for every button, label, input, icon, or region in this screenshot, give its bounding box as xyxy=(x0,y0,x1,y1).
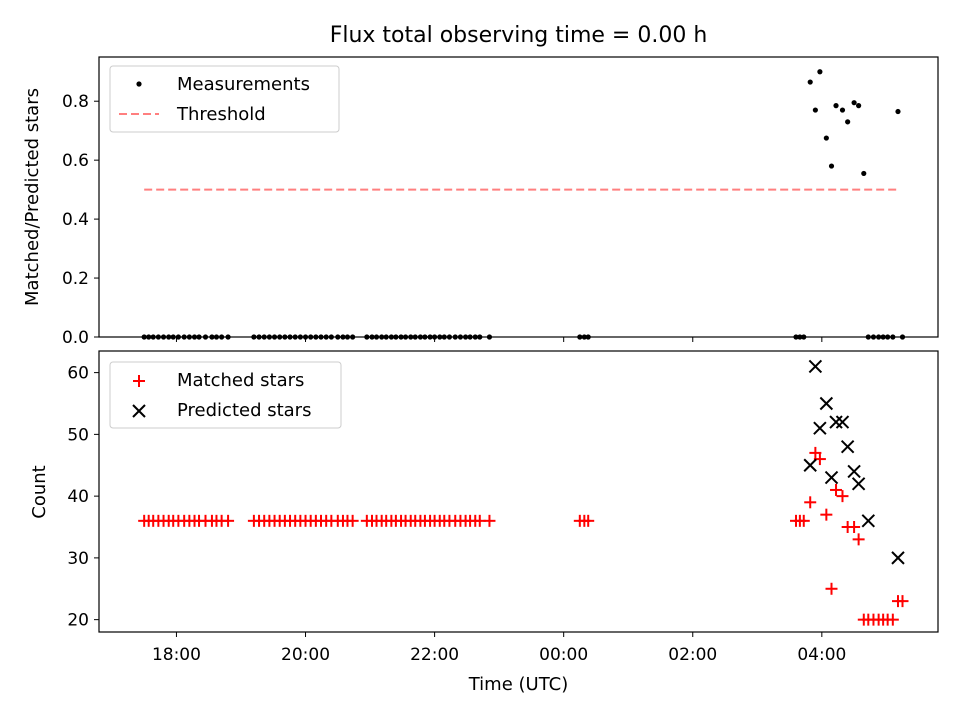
matched-star-point xyxy=(222,514,235,527)
predicted-star-point xyxy=(803,458,817,472)
top-plot-marks xyxy=(141,69,906,340)
predicted-star-point xyxy=(829,415,843,429)
top-axis-ticks: 0.0 0.2 0.4 0.6 0.8 xyxy=(62,92,823,348)
matched-star-point xyxy=(582,514,595,527)
bottom-xtick-label: 02:00 xyxy=(668,645,717,665)
chart-title: Flux total observing time = 0.00 h xyxy=(330,23,708,48)
matched-star-point xyxy=(836,490,849,503)
matched-star-point xyxy=(820,508,833,521)
bottom-panel: 20 30 40 50 60 18:00 20:00 22:00 00:00 02:00 04:00… xyxy=(29,350,939,695)
top-legend: Measurements Threshold xyxy=(109,65,340,133)
predicted-star-point xyxy=(840,440,855,454)
legend-matched-marker xyxy=(133,375,145,387)
bottom-legend: Matched stars Predicted stars xyxy=(109,361,342,429)
predicted-star-point xyxy=(813,421,827,435)
bottom-axes-frame xyxy=(98,350,939,633)
bottom-ytick-label: 20 xyxy=(67,611,89,631)
measurement-point xyxy=(845,119,851,125)
measurement-point xyxy=(807,79,813,85)
predicted-star-point xyxy=(808,359,823,374)
predicted-star-point xyxy=(824,470,839,485)
bottom-legend-box xyxy=(109,361,342,429)
matched-star-point xyxy=(825,582,838,595)
measurement-point xyxy=(828,163,835,169)
matched-star-point xyxy=(886,613,899,626)
legend-measurements-label: Measurements xyxy=(177,74,310,95)
bottom-ytick-label: 30 xyxy=(67,549,89,569)
matched-star-point xyxy=(804,496,817,509)
matched-star-point xyxy=(852,533,865,546)
legend-measurements-marker xyxy=(136,81,142,87)
bottom-xtick-label: 20:00 xyxy=(281,645,330,665)
bottom-ytick-label: 50 xyxy=(67,425,89,445)
predicted-star-point xyxy=(861,514,876,528)
legend-predicted-marker xyxy=(132,404,146,418)
measurement-point xyxy=(861,170,867,177)
legend-matched-label: Matched stars xyxy=(177,370,304,391)
top-ytick-label: 0.0 xyxy=(62,328,89,348)
predicted-star-point xyxy=(835,415,850,429)
top-ytick-label: 0.2 xyxy=(62,269,89,289)
bottom-axis-ticks: 20 30 40 50 60 18:00 20:00 22:00 00:00 02:00 04:00 xyxy=(67,364,846,665)
top-ytick-label: 0.8 xyxy=(62,92,89,112)
top-ytick-label: 0.6 xyxy=(62,151,89,171)
bottom-xtick-label: 22:00 xyxy=(410,645,459,665)
predicted-star-point xyxy=(891,551,905,565)
bottom-plot-marks xyxy=(138,359,909,626)
legend-threshold-label: Threshold xyxy=(176,104,266,125)
matched-star-point xyxy=(483,514,496,527)
measurement-point xyxy=(839,107,846,113)
matched-star-point xyxy=(830,483,843,496)
top-legend-box xyxy=(109,65,340,133)
matched-star-point xyxy=(848,521,861,534)
matched-star-point xyxy=(809,446,822,459)
predicted-star-point xyxy=(847,464,861,479)
top-panel: 0.00.20.40.60.8 Matched/Predicted stars … xyxy=(22,56,939,348)
legend-predicted-label: Predicted stars xyxy=(177,400,311,421)
measurement-point xyxy=(812,107,818,113)
measurement-point xyxy=(856,103,862,109)
measurement-point xyxy=(833,103,839,109)
measurement-point xyxy=(895,108,901,115)
matched-star-point xyxy=(346,514,359,527)
bottom-y-axis-label: Count xyxy=(29,465,50,518)
measurement-point xyxy=(851,100,857,106)
x-axis-label: Time (UTC) xyxy=(468,674,569,695)
measurement-point xyxy=(817,69,823,75)
predicted-star-point xyxy=(819,396,834,411)
measurement-point xyxy=(823,135,829,141)
top-axes-frame xyxy=(98,56,939,338)
bottom-ytick-label: 40 xyxy=(67,487,89,507)
bottom-xtick-label: 18:00 xyxy=(152,645,201,665)
bottom-xtick-label: 04:00 xyxy=(797,645,846,665)
predicted-star-point xyxy=(851,477,866,491)
top-ytick-label: 0.4 xyxy=(62,210,89,230)
matched-star-point xyxy=(896,595,909,608)
bottom-xtick-label: 00:00 xyxy=(539,645,588,665)
top-y-axis-label: Matched/Predicted stars xyxy=(22,88,43,306)
bottom-ytick-label: 60 xyxy=(67,364,89,384)
matched-star-point xyxy=(797,514,810,527)
